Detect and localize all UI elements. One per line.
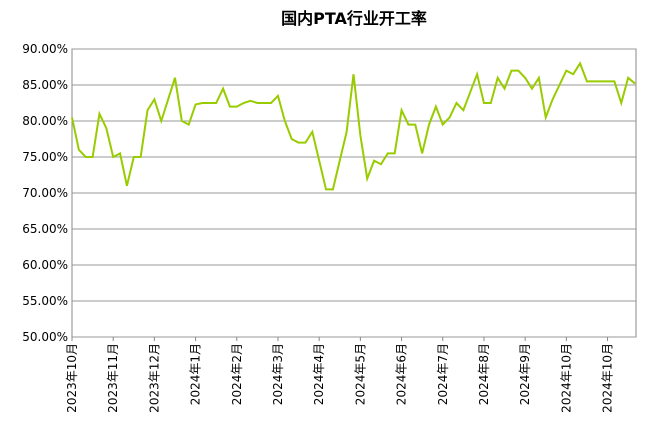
- y-tick-label: 60.00%: [22, 258, 68, 272]
- x-tick-label: 2023年11月: [106, 343, 120, 413]
- x-tick-label: 2024年3月: [271, 343, 285, 405]
- y-tick-label: 70.00%: [22, 186, 68, 200]
- y-tick-label: 90.00%: [22, 42, 68, 56]
- x-tick-label: 2024年8月: [477, 343, 491, 405]
- y-tick-label: 50.00%: [22, 330, 68, 344]
- x-tick-label: 2023年10月: [65, 343, 79, 413]
- x-tick-label: 2024年7月: [436, 343, 450, 405]
- y-tick-label: 85.00%: [22, 78, 68, 92]
- y-tick-label: 55.00%: [22, 294, 68, 308]
- x-tick-label: 2024年9月: [518, 343, 532, 405]
- chart-title: 国内PTA行业开工率: [281, 9, 427, 28]
- x-tick-label: 2024年2月: [230, 343, 244, 405]
- x-tick-label: 2024年10月: [601, 343, 615, 413]
- y-tick-label: 65.00%: [22, 222, 68, 236]
- x-tick-label: 2024年5月: [353, 343, 367, 405]
- x-tick-label: 2023年12月: [147, 343, 161, 413]
- line-series: [71, 61, 636, 191]
- x-tick-label: 2024年1月: [189, 343, 203, 405]
- y-tick-label: 75.00%: [22, 150, 68, 164]
- x-tick-label: 2024年10月: [559, 343, 573, 413]
- x-tick-label: 2024年4月: [312, 343, 326, 405]
- x-tick-label: 2024年6月: [395, 343, 409, 405]
- y-tick-label: 80.00%: [22, 114, 68, 128]
